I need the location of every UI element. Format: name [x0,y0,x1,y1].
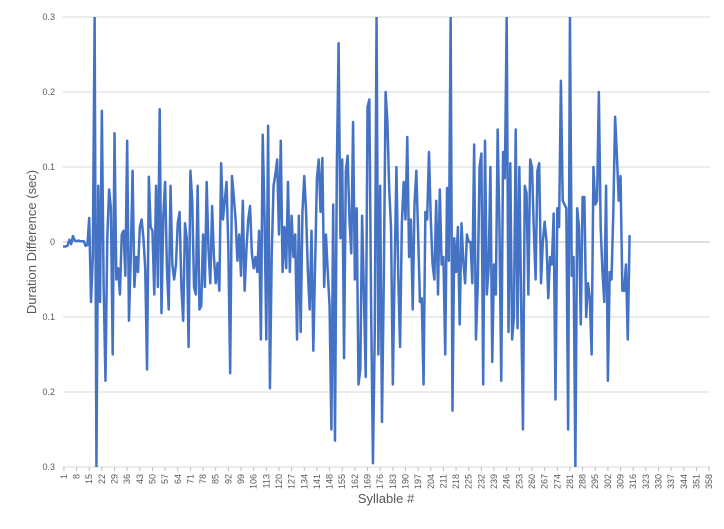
x-tick-label: 8 [72,474,82,479]
y-axis-tick-labels: 0.3 0.2 0.1 0 0.1 0.2 0.3 [42,12,55,472]
x-tick-label: 323 [641,474,651,489]
y-tick-label: 0.3 [42,462,55,472]
x-tick-label: 351 [691,474,701,489]
x-tick-label: 169 [363,474,373,489]
x-tick-label: 92 [223,474,233,484]
y-tick-label: 0 [50,237,55,247]
x-tick-label: 36 [122,474,132,484]
x-tick-label: 127 [287,474,297,489]
y-tick-label: 0.1 [42,162,55,172]
x-tick-label: 330 [653,474,663,489]
series-line [63,17,631,467]
x-tick-label: 232 [476,474,486,489]
x-tick-label: 148 [325,474,335,489]
x-tick-label: 288 [578,474,588,489]
x-tick-label: 246 [502,474,512,489]
x-axis-title: Syllable # [358,491,415,506]
x-tick-label: 309 [616,474,626,489]
x-tick-label: 197 [413,474,423,489]
x-tick-label: 15 [84,474,94,484]
x-tick-label: 176 [375,474,385,489]
series-layer [63,17,631,467]
x-tick-label: 281 [565,474,575,489]
x-axis-tick-labels: 1 8 15 22 29 36 43 50 57 64 71 78 85 92 99 106 113 120 127… [59,467,714,489]
x-tick-label: 295 [590,474,600,489]
x-tick-label: 253 [514,474,524,489]
x-tick-label: 106 [249,474,259,489]
x-tick-label: 274 [552,474,562,489]
x-tick-label: 267 [540,474,550,489]
gridlines [63,16,710,468]
x-tick-label: 302 [603,474,613,489]
x-tick-label: 43 [135,474,145,484]
x-tick-label: 204 [426,474,436,489]
x-tick-label: 78 [198,474,208,484]
x-tick-label: 155 [337,474,347,489]
x-tick-label: 337 [666,474,676,489]
x-tick-label: 344 [679,474,689,489]
x-tick-label: 50 [147,474,157,484]
x-tick-label: 218 [451,474,461,489]
x-tick-label: 316 [628,474,638,489]
x-tick-label: 211 [438,474,448,488]
x-tick-label: 71 [185,474,195,484]
x-tick-label: 260 [527,474,537,489]
x-tick-label: 162 [350,474,360,489]
x-tick-label: 57 [160,474,170,484]
y-tick-label: 0.1 [42,312,55,322]
x-tick-label: 141 [312,474,322,489]
x-tick-label: 1 [59,474,69,479]
x-tick-label: 358 [704,474,714,489]
y-tick-label: 0.2 [42,387,55,397]
x-tick-label: 134 [299,474,309,489]
y-tick-label: 0.3 [42,12,55,22]
x-tick-label: 85 [211,474,221,484]
x-tick-label: 190 [400,474,410,489]
x-tick-label: 99 [236,474,246,484]
x-tick-label: 225 [464,474,474,489]
y-axis-title: Duration Difference (sec) [24,170,39,314]
x-tick-label: 22 [97,474,107,484]
x-tick-label: 29 [110,474,120,484]
x-tick-label: 183 [388,474,398,489]
y-tick-label: 0.2 [42,87,55,97]
x-tick-label: 239 [489,474,499,489]
x-tick-label: 113 [261,474,271,488]
x-tick-label: 64 [173,474,183,484]
x-tick-label: 120 [274,474,284,489]
